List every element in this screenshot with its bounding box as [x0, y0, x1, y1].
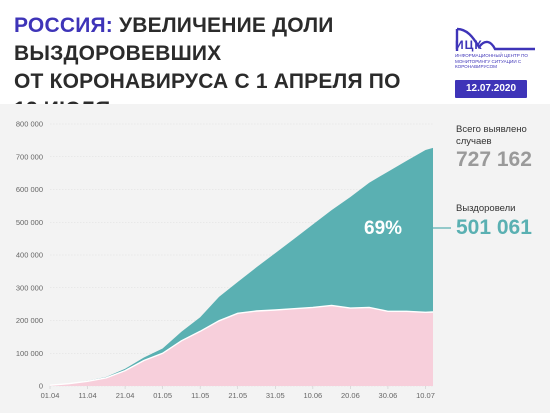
- total-value: 727 162: [456, 148, 532, 171]
- series-active-area: [50, 305, 433, 386]
- chart-panel: 0 100 000 200 000 300 000 400 000 500 000 600 …: [0, 104, 550, 413]
- x-tick-label: 11.04: [78, 391, 96, 400]
- x-tick-label: 01.05: [153, 391, 172, 400]
- y-tick-label: 200 000: [16, 316, 43, 325]
- x-tick-label: 11.05: [191, 391, 209, 400]
- y-tick-label: 100 000: [16, 349, 43, 358]
- x-tick-label: 21.05: [228, 391, 247, 400]
- recovered-pct: 69%: [364, 218, 403, 239]
- x-tick-label: 31.05: [266, 391, 285, 400]
- chart: 0 100 000 200 000 300 000 400 000 500 000 600 …: [16, 120, 451, 400]
- y-tick-label: 800 000: [16, 120, 43, 129]
- title-accent: РОССИЯ:: [14, 14, 113, 37]
- x-tick-label: 10.07: [416, 391, 435, 400]
- logo-text: ИЦК: [455, 38, 483, 52]
- y-tick-label: 500 000: [16, 218, 43, 227]
- x-tick-label: 01.04: [41, 391, 60, 400]
- title-rest: УВЕЛИЧЕНИЕ ДОЛИ ВЫЗДОРОВЕВШИХ: [14, 14, 334, 65]
- y-tick-label: 400 000: [16, 251, 43, 260]
- logo-subtitle: Информационный центр по мониторингу ситу…: [455, 53, 528, 70]
- x-tick-label: 30.06: [379, 391, 398, 400]
- series-active-line: [49, 304, 434, 386]
- total-label: Всего выявлено случаев: [456, 124, 527, 147]
- page-title: РОССИЯ: УВЕЛИЧЕНИЕ ДОЛИ ВЫЗДОРОВЕВШИХ ОТ…: [14, 12, 414, 124]
- y-tick-label: 0: [39, 382, 43, 391]
- x-tick-label: 10.06: [303, 391, 322, 400]
- logo-icon: [455, 27, 535, 51]
- x-tick-label: 20.06: [341, 391, 360, 400]
- header: РОССИЯ: УВЕЛИЧЕНИЕ ДОЛИ ВЫЗДОРОВЕВШИХ ОТ…: [0, 0, 550, 121]
- y-tick-label: 300 000: [16, 283, 43, 292]
- recovered-label: Выздоровели: [456, 203, 516, 214]
- recovered-value: 501 061: [456, 216, 532, 239]
- y-tick-label: 600 000: [16, 185, 43, 194]
- y-tick-label: 700 000: [16, 152, 43, 161]
- x-tick-label: 21.04: [116, 391, 135, 400]
- date-badge: 12.07.2020: [455, 80, 527, 98]
